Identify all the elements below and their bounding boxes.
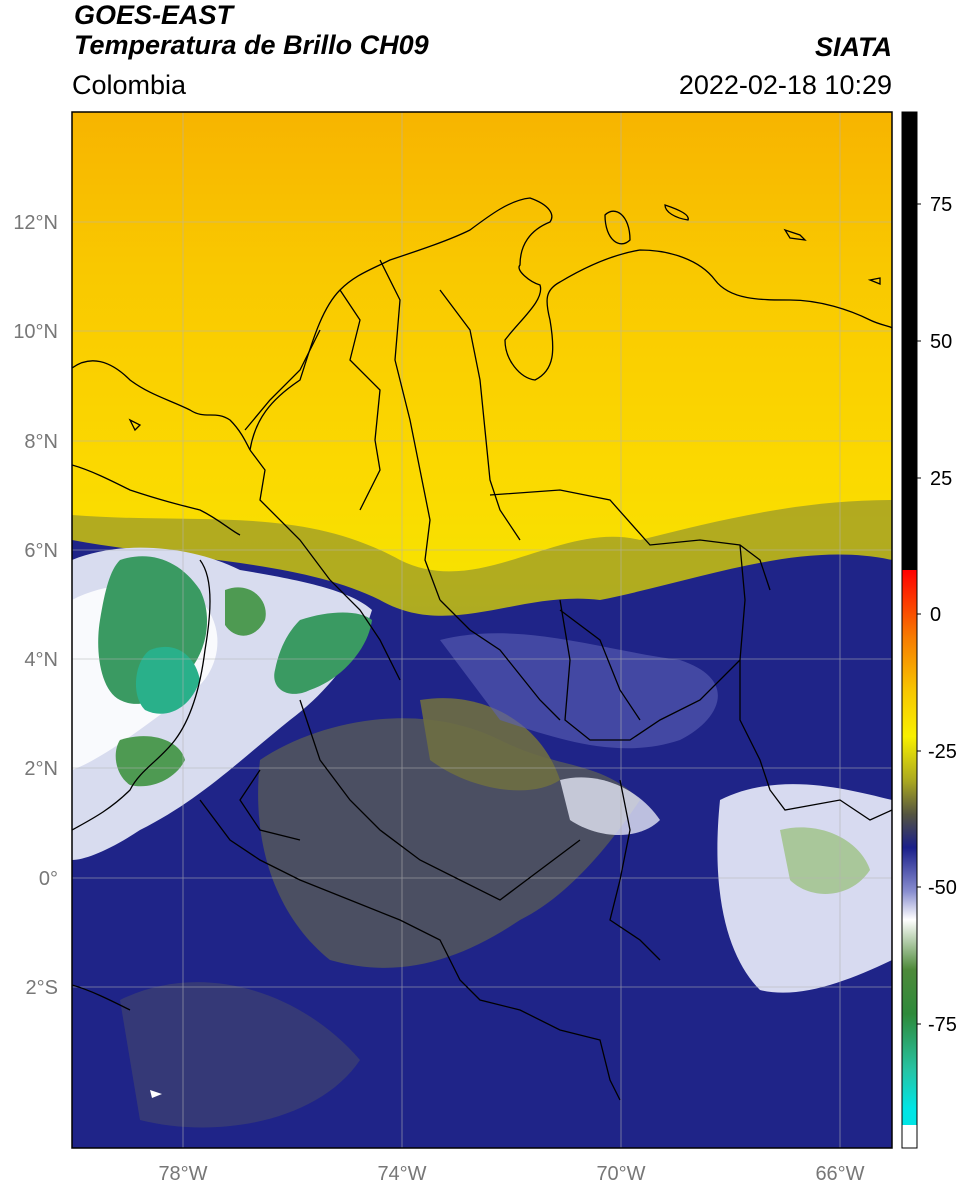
lat-label: 8°N <box>24 431 58 453</box>
colorbar-tick-label: 25 <box>930 468 952 490</box>
org-label: SIATA <box>815 32 892 62</box>
lat-label: 0° <box>39 868 58 890</box>
satellite-image <box>72 112 892 1148</box>
colorbar-tick-label: -25 <box>928 741 957 763</box>
graticule <box>72 112 892 1148</box>
region-label: Colombia <box>72 70 187 100</box>
colorbar-black-segment <box>902 112 917 570</box>
lat-label: 12°N <box>13 212 58 234</box>
lon-label: 66°W <box>815 1163 864 1185</box>
colorbar-gradient <box>902 570 917 1125</box>
lat-label: 2°S <box>26 977 58 999</box>
map-frame <box>71 111 893 1149</box>
lat-label: 6°N <box>24 540 58 562</box>
product-title: Temperatura de Brillo CH09 <box>74 30 429 60</box>
colorbar-tick-label: -50 <box>928 877 957 899</box>
colorbar-tick-label: 0 <box>930 604 941 626</box>
lat-label: 10°N <box>13 321 58 343</box>
colorbar-tick-label: -75 <box>928 1014 957 1036</box>
lon-label: 74°W <box>377 1163 426 1185</box>
lon-label: 78°W <box>158 1163 207 1185</box>
colorbar-white-segment <box>902 1125 917 1148</box>
colorbar-frame <box>901 111 918 1149</box>
coastlines-borders <box>72 197 892 1101</box>
colorbar: 75 50 25 0 -25 -50 -75 <box>901 111 957 1149</box>
lat-label: 4°N <box>24 649 58 671</box>
satellite-title: GOES-EAST <box>74 0 234 30</box>
colorbar-tick-label: 50 <box>930 331 952 353</box>
lon-label: 70°W <box>596 1163 645 1185</box>
datetime-label: 2022-02-18 10:29 <box>678 70 892 100</box>
lat-label: 2°N <box>24 758 58 780</box>
colorbar-tick-label: 75 <box>930 194 952 216</box>
